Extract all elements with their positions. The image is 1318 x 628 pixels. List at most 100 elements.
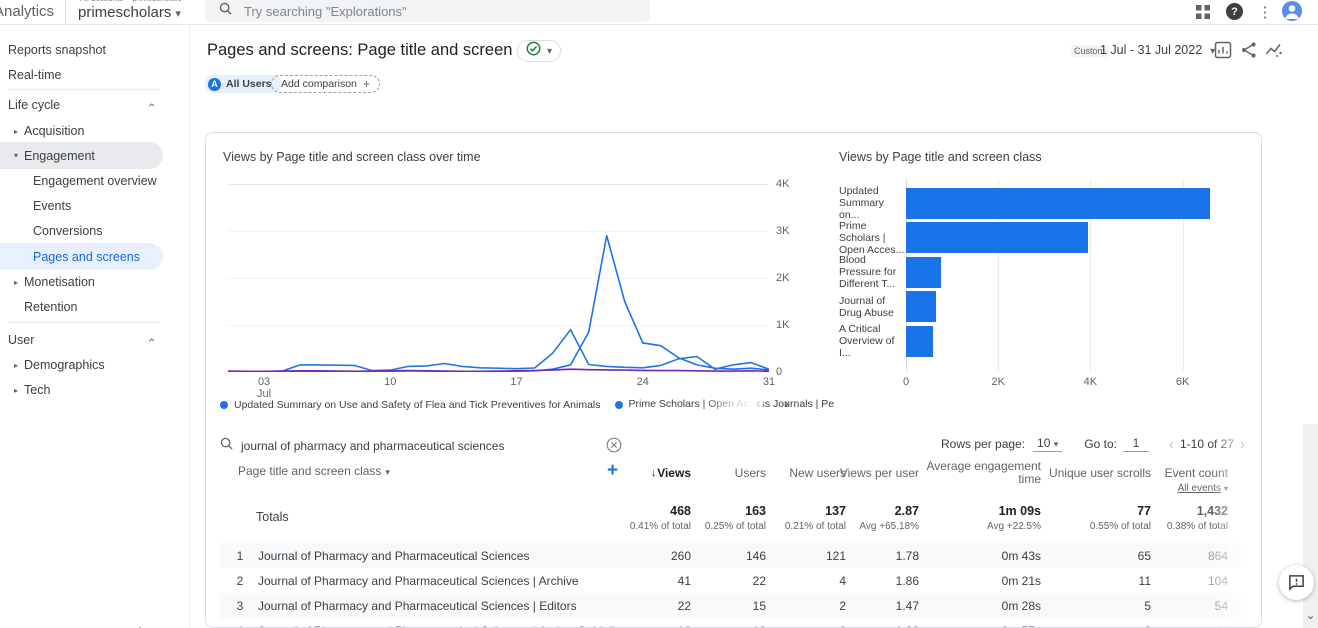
legend-next-button[interactable]: ›: [784, 395, 789, 411]
goto-value: 1: [1132, 436, 1140, 450]
row-cell: 16: [611, 624, 691, 627]
row-cell: 0m 28s: [1001, 599, 1041, 613]
sidebar-section-user[interactable]: User ›: [0, 329, 163, 351]
share-icon[interactable]: [1240, 41, 1260, 61]
sidebar-item-tech[interactable]: ▸ Tech: [0, 378, 170, 402]
table-pagination: Rows per page: 10 ▾ Go to: 1 ‹ 1-10 of 2…: [941, 431, 1251, 457]
column-header-avg-engagement-time[interactable]: Average engagement time: [926, 458, 1041, 488]
bar-chart-gridline: [1090, 179, 1092, 371]
row-cell: 121: [825, 549, 846, 563]
clear-search-icon[interactable]: [606, 437, 623, 454]
totals-subvalue: 0.21% of total: [784, 521, 846, 532]
data-quality-badge[interactable]: ▾: [517, 40, 562, 62]
collapse-sidebar-button[interactable]: ‹: [136, 620, 142, 628]
prev-page-button[interactable]: ‹: [1168, 435, 1174, 453]
sidebar-divider: [8, 89, 160, 90]
x-tick-label: 10: [384, 376, 397, 388]
chevron-up-icon: ›: [144, 338, 158, 342]
table-row: 2 Journal of Pharmacy and Pharmaceutical …: [220, 568, 1246, 593]
sidebar-item-monetisation[interactable]: ▸ Monetisation: [0, 270, 170, 294]
sidebar-item-demographics[interactable]: ▸ Demographics: [0, 353, 170, 377]
sidebar-item-real-time[interactable]: Real-time: [0, 63, 170, 87]
row-number: 1: [236, 549, 244, 563]
search-input[interactable]: Try searching "Explorations": [205, 0, 650, 22]
row-cell: 0m 43s: [1001, 549, 1041, 563]
sidebar-item-label: Conversions: [33, 224, 103, 238]
sidebar-item-pages-and-screens[interactable]: Pages and screens: [0, 243, 163, 270]
row-cell: 1.23: [831, 624, 919, 627]
chevron-down-icon: ▾: [1053, 439, 1059, 449]
x-axis-tick: 10: [375, 376, 405, 388]
row-cell: 2: [764, 624, 846, 627]
add-metric-button[interactable]: +: [607, 460, 619, 481]
row-cell: 0m 21s: [1001, 574, 1041, 588]
row-cell: 11: [1138, 574, 1151, 588]
search-icon: [220, 437, 233, 455]
totals-value: 2.87: [894, 504, 919, 518]
bar: [906, 222, 1089, 254]
row-cell: 15: [752, 599, 766, 613]
feedback-button[interactable]: [1279, 565, 1314, 600]
sidebar-item-label: Retention: [24, 300, 78, 314]
sidebar-item-label: Acquisition: [24, 124, 85, 138]
column-header-views-per-user[interactable]: Views per user: [811, 458, 919, 488]
table-search-input[interactable]: journal of pharmacy and pharmaceutical s…: [220, 433, 630, 459]
sidebar-item-label: Demographics: [24, 358, 105, 372]
totals-subvalue: 0.38% of total: [1166, 521, 1228, 532]
bar-category-label: Updated Summary on...: [839, 185, 884, 221]
sidebar-item-label: Engagement overview: [33, 174, 157, 188]
column-label: Views per user: [839, 465, 919, 480]
y-axis-tick: 3K: [776, 225, 790, 237]
bar-category-label: Blood Pressure for Different T...: [839, 254, 897, 291]
rows-per-page-select[interactable]: 10 ▾: [1033, 436, 1063, 452]
sidebar-item-engagement-overview[interactable]: Engagement overview: [0, 169, 170, 193]
sidebar-item-conversions[interactable]: Conversions: [0, 219, 170, 243]
column-header-views[interactable]: ↓ Views: [601, 458, 691, 488]
segment-chip-all-users[interactable]: A All Users: [205, 75, 282, 93]
row-cell: 2: [839, 599, 846, 613]
totals-subvalue: Avg +65.18%: [859, 521, 919, 532]
bar-x-tick: 6K: [1175, 376, 1190, 388]
column-header-new-users[interactable]: New users: [764, 458, 846, 488]
table-row: 1 Journal of Pharmacy and Pharmaceutical …: [220, 543, 1246, 568]
sidebar-item-retention[interactable]: Retention: [0, 295, 170, 319]
legend-prev-button[interactable]: ‹: [756, 395, 761, 411]
sidebar-section-life-cycle[interactable]: Life cycle ›: [0, 94, 163, 116]
row-number: 2: [236, 574, 244, 588]
bar-chart-gridline: [998, 179, 1000, 371]
kebab-menu-icon[interactable]: ⋮: [1255, 2, 1275, 22]
goto-page-input[interactable]: 1: [1122, 436, 1149, 452]
row-cell: 146: [745, 549, 766, 563]
scroll-down-icon[interactable]: ⌄: [1305, 608, 1316, 622]
column-header-unique-user-scrolls[interactable]: Unique user scrolls: [1036, 458, 1151, 488]
bar: [906, 325, 933, 357]
row-cell: 1.78: [895, 549, 919, 563]
sidebar-item-label: Reports snapshot: [8, 43, 106, 57]
bar: [906, 187, 1211, 219]
property-switcher[interactable]: primescholars ▾: [78, 4, 181, 21]
legend-label-series-1: Updated Summary on Use and Safety of Fle…: [234, 399, 601, 411]
sidebar-item-reports-snapshot[interactable]: Reports snapshot: [0, 38, 170, 62]
x-axis-tick: 24: [628, 376, 658, 388]
chevron-down-icon: ▾: [1210, 46, 1216, 57]
sidebar-item-engagement[interactable]: ▾ Engagement: [0, 142, 163, 169]
table-search-query: journal of pharmacy and pharmaceutical s…: [241, 439, 505, 453]
x-tick-label: 03: [257, 376, 271, 388]
line-chart-x-axis: 03 Jul 10 17 24 31: [228, 376, 775, 402]
dimension-selector[interactable]: Page title and screen class ▾: [238, 464, 390, 478]
date-range-picker[interactable]: 1 Jul - 31 Jul 2022 ▾: [1100, 43, 1215, 57]
apps-grid-icon[interactable]: [1193, 2, 1213, 22]
property-name: primescholars: [78, 4, 172, 21]
insights-icon[interactable]: [1265, 41, 1285, 61]
column-header-users[interactable]: Users: [691, 458, 766, 488]
y-axis-tick: 4K: [776, 178, 790, 190]
sidebar-item-events[interactable]: Events: [0, 194, 170, 218]
add-comparison-chip[interactable]: Add comparison +: [271, 75, 380, 93]
column-label: New users: [789, 465, 846, 480]
user-avatar[interactable]: [1282, 1, 1302, 21]
help-icon[interactable]: ?: [1226, 3, 1243, 20]
bar-chart-gridline: [1182, 179, 1184, 371]
chevron-up-icon: ›: [144, 103, 158, 107]
customize-report-icon[interactable]: [1214, 41, 1234, 61]
sidebar-item-acquisition[interactable]: ▸ Acquisition: [0, 119, 170, 143]
